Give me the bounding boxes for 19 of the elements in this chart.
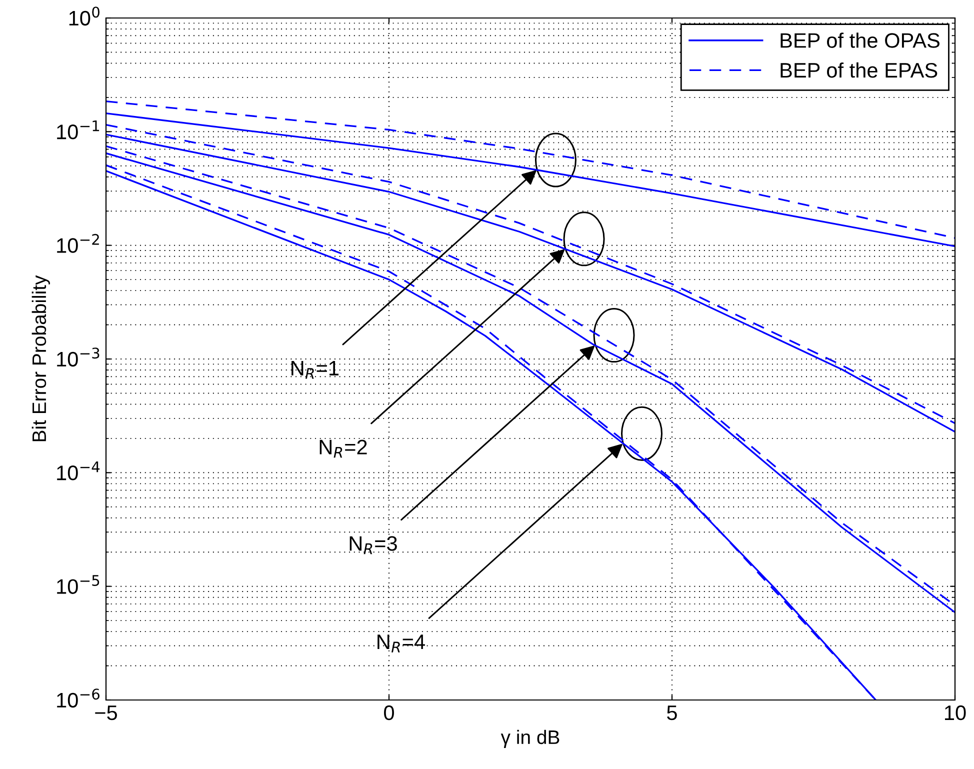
legend-label: BEP of the EPAS [780, 62, 938, 78]
x-axis-title: γ in dB [500, 730, 560, 748]
legend-label: BEP of the OPAS [780, 32, 940, 48]
x-tick-label: 10 [945, 705, 966, 720]
y-tick-label: 10$^{−3}$ [57, 348, 100, 367]
y-axis-title: Bit Error Probability [32, 275, 50, 442]
annotation: N$_{R}$=1 [292, 361, 339, 379]
y-tick-label: 10$^{−5}$ [57, 575, 100, 594]
y-tick-label: 10$^{−6}$ [57, 688, 100, 708]
y-tick-label: 10$^{0}$ [69, 6, 100, 26]
y-tick-label: 10$^{−4}$ [57, 461, 100, 480]
x-tick-label: 0 [384, 705, 394, 720]
y-tick-label: 10$^{−2}$ [57, 234, 99, 253]
x-tick-label: −5 [95, 706, 118, 720]
annotation: N$_{R}$=4 [378, 634, 425, 652]
y-tick-label: 10$^{−1}$ [57, 120, 100, 140]
x-tick-label: 5 [667, 706, 677, 720]
annotation: N$_{R}$=2 [320, 440, 367, 458]
annotation: N$_{R}$=3 [350, 536, 397, 554]
